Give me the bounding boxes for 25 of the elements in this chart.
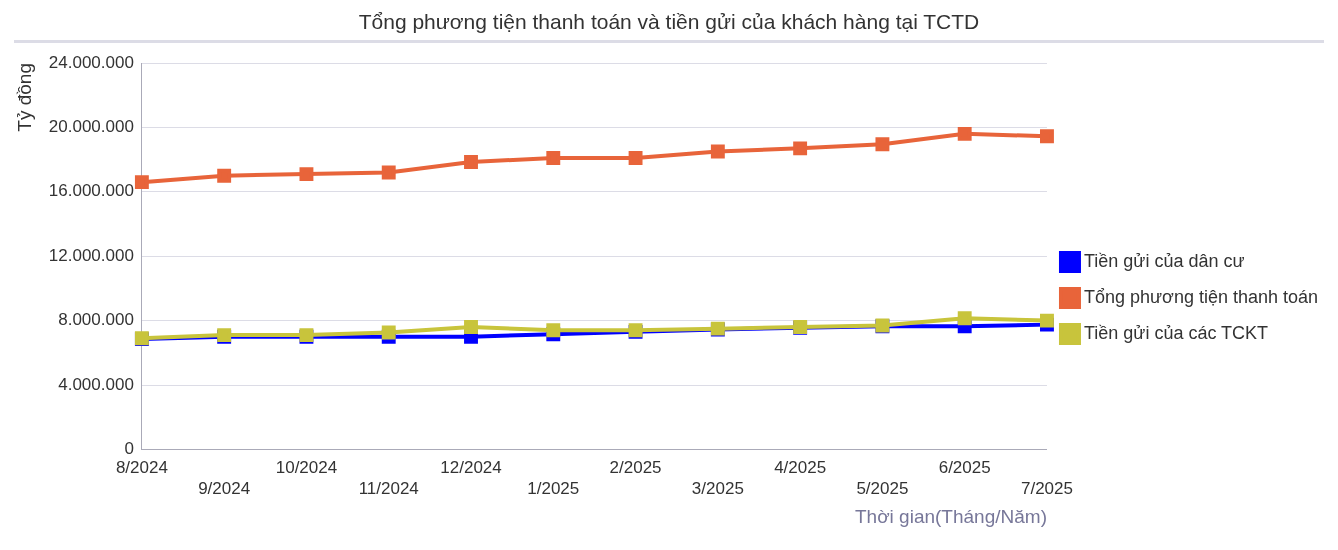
y-tick-label: 0 (124, 439, 134, 459)
x-tick-label: 12/2024 (440, 458, 502, 478)
x-tick-label: 4/2025 (774, 458, 827, 478)
x-tick-label: 2/2025 (609, 458, 662, 478)
x-tick-label: 9/2024 (198, 478, 251, 498)
x-tick-label: 10/2024 (275, 458, 338, 478)
legend-label: Tiền gửi của dân cư (1083, 250, 1245, 271)
y-tick-label: 16.000.000 (48, 181, 134, 201)
x-tick-label: 11/2024 (358, 478, 419, 498)
x-tick-label: 3/2025 (691, 478, 744, 498)
x-tick-label: 8/2024 (115, 458, 168, 478)
y-tick-label: 4.000.000 (58, 374, 134, 394)
legend-label: Tiền gửi của các TCKT (1083, 322, 1269, 343)
x-tick-label: 1/2025 (527, 478, 580, 498)
x-tick-label: 7/2025 (1020, 478, 1073, 498)
y-tick-label: 24.000.000 (48, 52, 134, 72)
x-tick-label: 6/2025 (938, 458, 991, 478)
x-tick-label: 5/2025 (856, 478, 909, 498)
y-tick-label: 20.000.000 (48, 117, 134, 137)
y-axis-title: Tỷ đồng (13, 63, 35, 132)
y-tick-label: 12.000.000 (48, 245, 134, 265)
legend-label: Tổng phương tiện thanh toán (1083, 286, 1318, 307)
chart-title: Tổng phương tiện thanh toán và tiền gửi của khách hàng tại TCTD (14, 0, 1324, 43)
x-axis-title: Thời gian(Tháng/Năm) (854, 505, 1047, 527)
y-tick-label: 8.000.000 (58, 310, 134, 330)
